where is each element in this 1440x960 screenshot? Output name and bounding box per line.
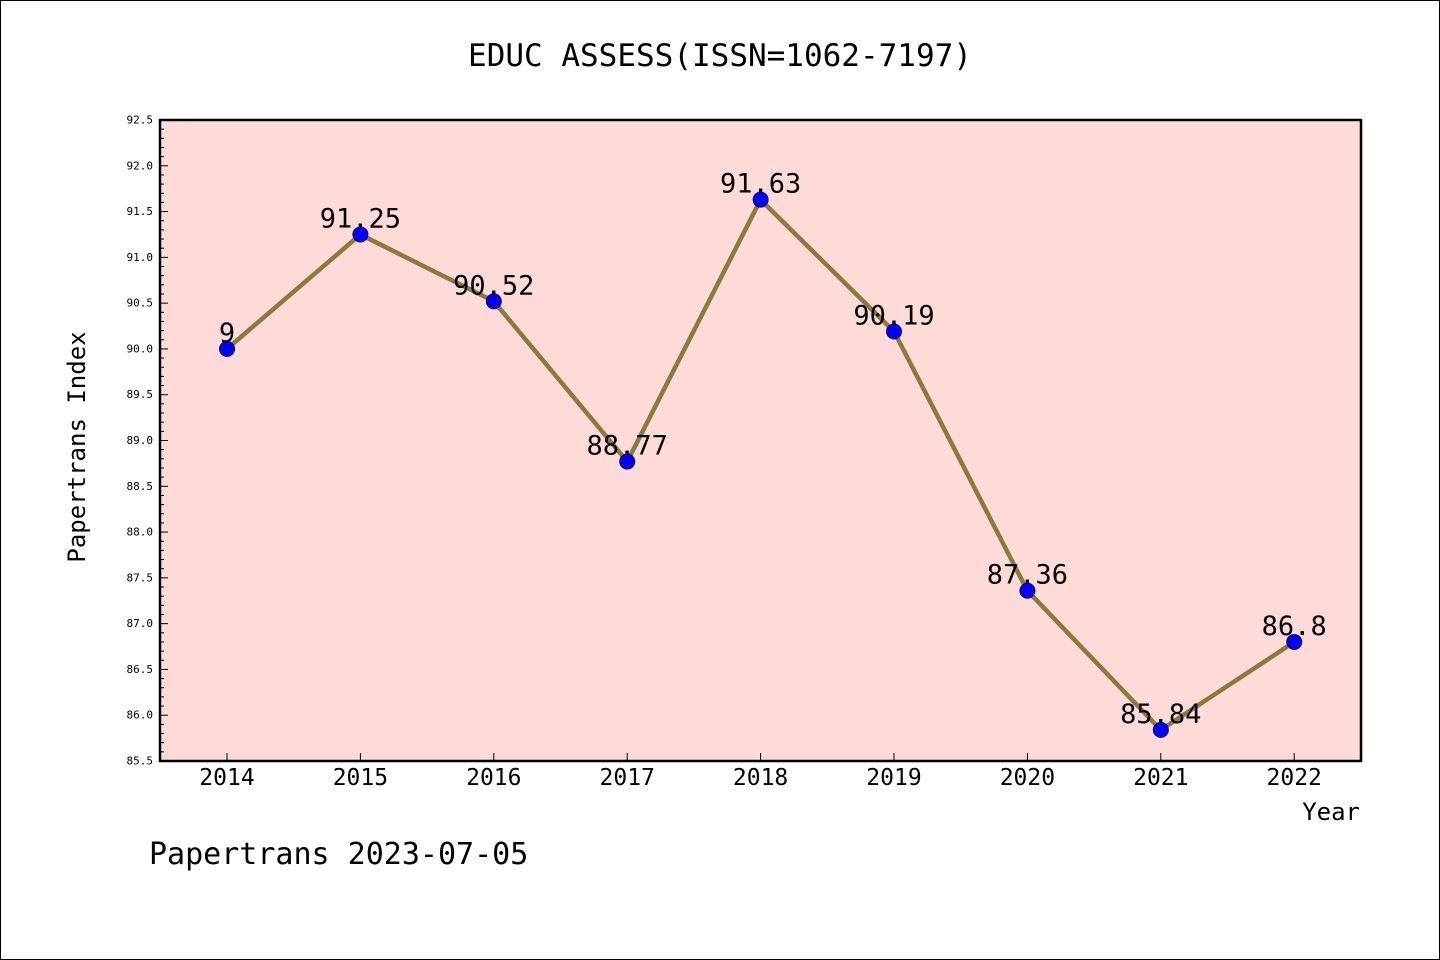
- data-point: [485, 293, 502, 310]
- y-tick-label: 91.0: [127, 251, 154, 264]
- chart-title: EDUC ASSESS(ISSN=1062-7197): [468, 38, 972, 74]
- y-tick-label: 86.0: [127, 709, 154, 722]
- data-label: 90.19: [853, 301, 934, 332]
- data-point: [1019, 582, 1036, 599]
- data-label: 90.52: [453, 270, 534, 301]
- data-point: [1152, 721, 1169, 738]
- data-point: [752, 191, 769, 208]
- y-tick-label: 92.0: [127, 159, 154, 172]
- x-tick-label: 2016: [466, 765, 521, 791]
- y-axis-label: Papertrans Index: [63, 331, 91, 562]
- y-tick-label: 87.0: [127, 617, 154, 630]
- footer-date: Papertrans 2023-07-05: [149, 837, 528, 872]
- y-tick-label: 91.5: [127, 205, 154, 218]
- y-tick-label: 89.0: [127, 434, 154, 447]
- x-axis-label: Year: [1302, 798, 1360, 826]
- data-label: 87.36: [987, 560, 1068, 591]
- x-tick-label: 2017: [600, 765, 655, 791]
- data-label: 9: [219, 318, 235, 349]
- y-tick-label: 92.5: [127, 114, 154, 127]
- x-tick-label: 2021: [1133, 765, 1188, 791]
- data-label: 91.63: [720, 169, 801, 200]
- data-labels: 9 91.25 90.52 88.77 91.63 90.19 87.36 85.84 86.8: [219, 169, 1327, 730]
- data-points: [219, 191, 1303, 738]
- x-tick-label: 2018: [733, 765, 788, 791]
- x-tick-label: 2014: [199, 765, 254, 791]
- y-tick-label: 85.5: [127, 755, 154, 768]
- y-tick-label: 90.0: [127, 342, 154, 355]
- data-label: 85.84: [1120, 699, 1201, 730]
- data-point: [1286, 633, 1303, 650]
- y-tick-label: 86.5: [127, 663, 154, 676]
- data-label: 86.8: [1262, 611, 1327, 642]
- y-tick-label: 89.5: [127, 388, 154, 401]
- data-point: [219, 340, 235, 357]
- data-label: 88.77: [587, 431, 668, 462]
- plot-border: [158, 118, 1363, 763]
- x-axis: 2014 2015 2016 2017 2018 2019 2020 2021 2022: [199, 753, 1322, 791]
- y-tick-label: 90.5: [127, 297, 154, 310]
- x-tick-label: 2019: [866, 765, 921, 791]
- data-point: [352, 226, 369, 243]
- y-tick-label: 88.0: [127, 526, 154, 539]
- x-tick-label: 2015: [333, 765, 388, 791]
- y-tick-label: 87.5: [127, 571, 154, 584]
- data-label: 91.25: [320, 203, 401, 234]
- data-point: [619, 453, 636, 470]
- y-tick-label: 88.5: [127, 480, 154, 493]
- y-axis: 85.5 86.0 86.5 87.0 87.5 88.0 88.5 89.0 89.5 90.0…: [127, 114, 168, 768]
- x-tick-label: 2020: [1000, 765, 1055, 791]
- data-point: [886, 323, 902, 340]
- x-tick-label: 2022: [1267, 765, 1322, 791]
